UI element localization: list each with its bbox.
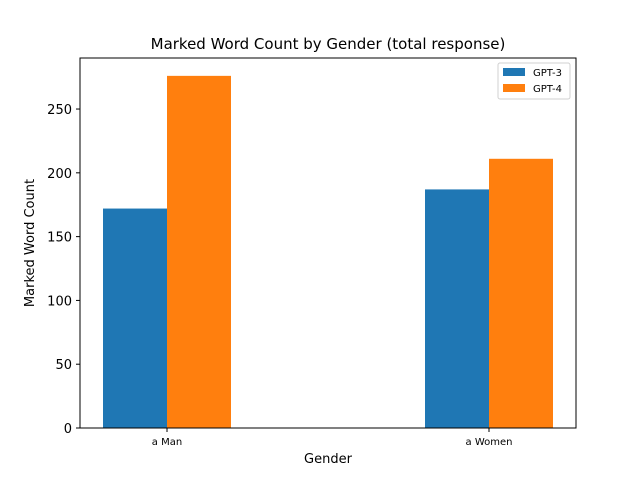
legend-label: GPT-4 xyxy=(533,84,562,95)
bar-gpt-4-1 xyxy=(489,158,553,429)
x-axis-title: Gender xyxy=(304,452,353,467)
y-tick-label: 100 xyxy=(47,294,72,309)
bars-group xyxy=(103,75,553,429)
y-tick-label: 150 xyxy=(47,231,72,246)
y-tick-label: 200 xyxy=(47,167,72,182)
x-axis: a Man a Women xyxy=(152,428,513,448)
chart-title: Marked Word Count by Gender (total respo… xyxy=(151,35,506,53)
plot-frame xyxy=(79,57,577,429)
y-tick-label: 250 xyxy=(47,103,72,118)
y-tick-label: 50 xyxy=(55,358,72,373)
bar-gpt-3-0 xyxy=(103,208,167,428)
y-axis-title: Marked Word Count xyxy=(23,179,38,307)
x-tick-label: a Man xyxy=(152,437,182,448)
bar-gpt-4-0 xyxy=(167,75,231,429)
legend: GPT-3 GPT-4 xyxy=(497,62,571,100)
bar-gpt-3-1 xyxy=(425,189,489,428)
y-tick-label: 0 xyxy=(64,422,72,437)
x-tick-label: a Women xyxy=(466,437,513,448)
y-axis: 0 50 100 150 200 250 xyxy=(47,103,80,437)
legend-swatch xyxy=(503,84,525,92)
legend-label: GPT-3 xyxy=(533,68,562,79)
legend-swatch xyxy=(503,68,525,76)
